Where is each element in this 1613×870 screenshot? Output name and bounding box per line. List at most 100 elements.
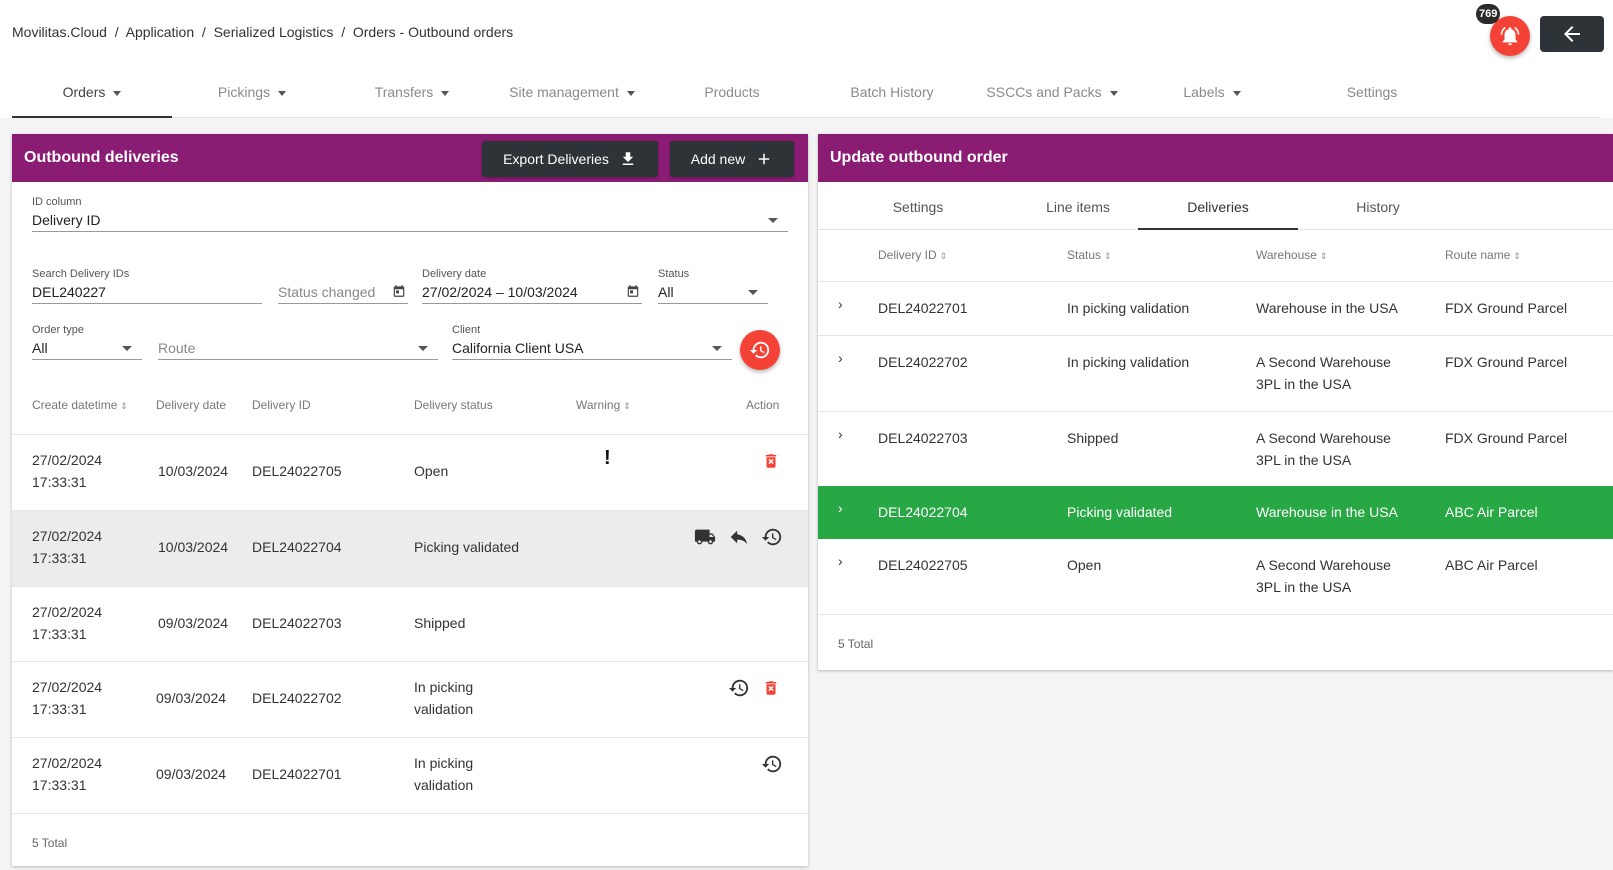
truck-icon[interactable] <box>694 526 716 548</box>
button-label: Add new <box>690 151 746 167</box>
field-value-text: All <box>32 340 48 356</box>
column-header-route-name[interactable]: Route name ⇕ <box>1445 248 1521 262</box>
column-header-status[interactable]: Status ⇕ <box>1067 248 1112 262</box>
table-row[interactable]: 27/02/2024 17:33:31 10/03/2024 DEL2402270… <box>12 435 808 510</box>
tab-settings[interactable]: Settings <box>892 199 944 215</box>
nav-tab-transfers[interactable]: Transfers <box>332 78 492 117</box>
divider <box>818 281 1613 282</box>
tab-history[interactable]: History <box>1356 199 1400 215</box>
notification-count-badge: 769 <box>1476 4 1501 24</box>
status-changed-date-input[interactable]: Status changed <box>278 268 408 304</box>
breadcrumb-item[interactable]: Serialized Logistics <box>213 24 334 40</box>
chevron-right-icon[interactable]: › <box>838 500 843 516</box>
table-row[interactable]: 27/02/2024 17:33:31 09/03/2024 DEL2402270… <box>12 662 808 737</box>
field-label: Delivery date <box>422 268 487 280</box>
search-delivery-ids-input[interactable]: Search Delivery IDs DEL240227 <box>32 268 262 304</box>
create-datetime-cell: 27/02/2024 17:33:31 <box>32 525 102 569</box>
nav-tab-ssccs-and-packs[interactable]: SSCCs and Packs <box>972 78 1132 117</box>
delivery-row-highlighted[interactable]: › DEL24022704 Picking validated Warehous… <box>818 486 1613 539</box>
delivery-status-cell: Shipped <box>414 615 466 631</box>
column-header-warning[interactable]: Warning ⇕ <box>576 398 631 412</box>
nav-tab-orders[interactable]: Orders <box>12 78 172 118</box>
delivery-row[interactable]: › DEL24022702 In picking validation A Se… <box>818 336 1613 411</box>
table-row-selected[interactable]: 27/02/2024 17:33:31 10/03/2024 DEL2402270… <box>12 511 808 586</box>
chevron-down-icon <box>418 346 428 351</box>
route-select[interactable]: Route <box>158 324 438 360</box>
field-value: All <box>658 280 768 304</box>
calendar-icon[interactable] <box>626 284 640 298</box>
nav-tab-label: Transfers <box>374 84 434 100</box>
add-new-button[interactable]: Add new <box>670 141 794 177</box>
nav-tab-label: Products <box>704 84 760 100</box>
column-header-create-datetime[interactable]: Create datetime ⇕ <box>32 398 128 412</box>
chevron-down-icon <box>712 346 722 351</box>
delivery-id-cell: DEL24022703 <box>252 615 342 631</box>
warning-icon: ! <box>604 447 611 469</box>
divider <box>12 586 808 587</box>
column-header-label: Create datetime <box>32 398 118 412</box>
back-button[interactable] <box>1540 16 1604 52</box>
chevron-down-icon <box>441 90 450 96</box>
client-select[interactable]: Client California Client USA <box>452 324 732 360</box>
history-icon[interactable] <box>761 753 783 775</box>
route-name-cell: ABC Air Parcel <box>1445 504 1538 520</box>
nav-tab-site-management[interactable]: Site management <box>492 78 652 117</box>
reply-icon[interactable] <box>728 526 750 548</box>
chevron-right-icon[interactable]: › <box>838 553 843 569</box>
nav-tab-pickings[interactable]: Pickings <box>172 78 332 117</box>
chevron-right-icon[interactable]: › <box>838 350 843 366</box>
status-select[interactable]: Status All <box>658 268 768 304</box>
table-row[interactable]: 27/02/2024 17:33:31 09/03/2024 DEL2402270… <box>12 738 808 813</box>
delete-icon[interactable] <box>762 679 780 697</box>
delivery-id-cell: DEL24022702 <box>878 354 968 370</box>
export-deliveries-button[interactable]: Export Deliveries <box>482 141 658 177</box>
create-time: 17:33:31 <box>32 474 87 490</box>
delete-icon[interactable] <box>762 452 780 470</box>
calendar-icon[interactable] <box>392 284 406 298</box>
reset-filters-button[interactable] <box>740 330 780 370</box>
delivery-date-cell: 09/03/2024 <box>156 690 227 706</box>
create-time: 17:33:31 <box>32 626 87 642</box>
right-total-count: 5 Total <box>838 637 874 651</box>
notifications-button[interactable] <box>1490 16 1530 56</box>
warehouse-cell: A Second Warehouse 3PL in the USA <box>1256 554 1391 598</box>
history-icon[interactable] <box>728 677 750 699</box>
sort-icon: ⇕ <box>623 401 631 411</box>
breadcrumb-item[interactable]: Movilitas.Cloud <box>12 24 107 40</box>
bell-icon <box>1500 26 1520 46</box>
create-date: 27/02/2024 <box>32 528 103 544</box>
create-datetime-cell: 27/02/2024 17:33:31 <box>32 449 102 493</box>
id-column-select[interactable]: ID column Delivery ID <box>32 196 788 232</box>
status-line: validation <box>414 777 474 793</box>
column-header-warehouse[interactable]: Warehouse ⇕ <box>1256 248 1327 262</box>
sort-icon: ⇕ <box>1319 251 1328 261</box>
chevron-down-icon <box>1109 90 1118 96</box>
delivery-date-range-input[interactable]: Delivery date 27/02/2024 – 10/03/2024 <box>422 268 642 304</box>
create-date: 27/02/2024 <box>32 679 103 695</box>
field-value-text: All <box>658 284 674 300</box>
column-header-label: Route name <box>1445 248 1511 262</box>
column-header-delivery-id[interactable]: Delivery ID ⇕ <box>878 248 947 262</box>
column-header-label: Warning <box>576 398 621 412</box>
delivery-date-cell: 09/03/2024 <box>156 766 227 782</box>
field-placeholder: Route <box>158 340 196 356</box>
delivery-row[interactable]: › DEL24022703 Shipped A Second Warehouse… <box>818 412 1613 486</box>
history-icon[interactable] <box>761 526 783 548</box>
arrow-left-icon <box>1564 26 1580 42</box>
tab-deliveries[interactable]: Deliveries <box>1138 182 1298 230</box>
breadcrumb-current: Orders - Outbound orders <box>352 24 514 40</box>
nav-tab-products[interactable]: Products <box>652 78 812 117</box>
status-cell: Open <box>1067 557 1102 573</box>
delivery-row[interactable]: › DEL24022705 Open A Second Warehouse 3PL… <box>818 539 1613 614</box>
breadcrumb-item[interactable]: Application <box>125 24 195 40</box>
nav-tab-settings[interactable]: Settings <box>1292 78 1452 117</box>
table-row[interactable]: 27/02/2024 17:33:31 09/03/2024 DEL2402270… <box>12 587 808 662</box>
tab-line-items[interactable]: Line items <box>1046 199 1110 215</box>
nav-tab-batch-history[interactable]: Batch History <box>812 78 972 117</box>
create-date: 27/02/2024 <box>32 755 103 771</box>
delivery-row[interactable]: › DEL24022701 In picking validation Ware… <box>818 282 1613 335</box>
order-type-select[interactable]: Order type All <box>32 324 142 360</box>
nav-tab-labels[interactable]: Labels <box>1132 78 1292 117</box>
chevron-right-icon[interactable]: › <box>838 426 843 442</box>
chevron-right-icon[interactable]: › <box>838 296 843 312</box>
